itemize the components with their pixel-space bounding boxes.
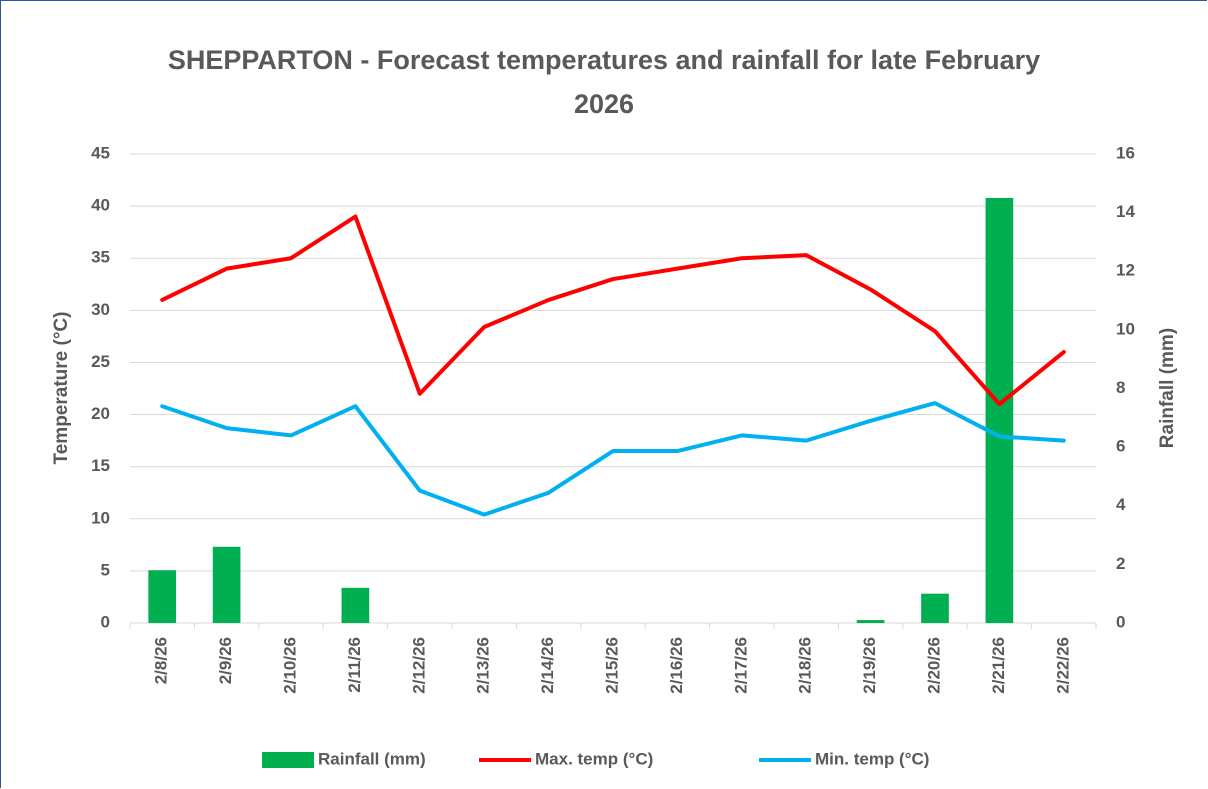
x-tick-label: 2/10/26 <box>280 637 299 694</box>
y-tick-label: 15 <box>91 456 110 475</box>
x-tick-label: 2/16/26 <box>667 637 686 694</box>
bar <box>212 546 241 623</box>
legend-label: Max. temp (°C) <box>535 749 653 768</box>
y-tick-label: 10 <box>91 508 110 527</box>
x-tick-label: 2/18/26 <box>796 637 815 694</box>
y2-tick-label: 10 <box>1116 319 1135 338</box>
legend-label: Rainfall (mm) <box>318 749 426 768</box>
x-tick-label: 2/8/26 <box>152 637 171 684</box>
y2-tick-label: 0 <box>1116 612 1125 631</box>
y2-tick-label: 16 <box>1116 143 1135 162</box>
line <box>160 214 1066 407</box>
x-tick-label: 2/13/26 <box>474 637 493 694</box>
y-axis-title: Temperature (°C) <box>51 312 72 465</box>
y-tick-label: 35 <box>91 248 110 267</box>
x-tick-label: 2/20/26 <box>924 637 943 694</box>
bar <box>921 593 949 623</box>
x-tick-label: 2/19/26 <box>860 637 879 694</box>
y2-tick-label: 14 <box>1116 202 1135 221</box>
y-tick-label: 40 <box>91 196 110 215</box>
y-tick-label: 25 <box>91 352 110 371</box>
legend-swatch <box>262 752 314 768</box>
y2-tick-label: 6 <box>1116 437 1125 456</box>
bar <box>148 570 177 623</box>
y2-tick-label: 4 <box>1116 495 1126 514</box>
x-tick-label: 2/15/26 <box>602 637 621 694</box>
y-tick-label: 45 <box>91 143 110 162</box>
bar <box>856 620 885 623</box>
line <box>160 401 1066 517</box>
x-tick-label: 2/12/26 <box>409 637 428 694</box>
x-tick-label: 2/21/26 <box>989 637 1008 694</box>
legend-label: Min. temp (°C) <box>815 749 929 768</box>
chart-title: SHEPPARTON - Forecast temperatures and r… <box>167 45 1041 119</box>
x-tick-label: 2/11/26 <box>345 637 364 693</box>
y-tick-label: 20 <box>91 404 110 423</box>
y-tick-label: 5 <box>101 560 110 579</box>
x-tick-label: 2/22/26 <box>1053 637 1072 694</box>
y2-tick-label: 2 <box>1116 554 1125 573</box>
y-tick-label: 30 <box>91 300 110 319</box>
y2-tick-label: 8 <box>1116 378 1125 397</box>
x-tick-label: 2/17/26 <box>731 637 750 694</box>
x-tick-label: 2/9/26 <box>216 637 235 684</box>
y2-tick-label: 12 <box>1116 261 1135 280</box>
y-tick-label: 0 <box>101 612 110 631</box>
bar <box>985 197 1014 623</box>
y2-axis-title: Rainfall (mm) <box>1157 328 1178 448</box>
x-tick-label: 2/14/26 <box>538 637 557 694</box>
bar <box>341 587 370 623</box>
